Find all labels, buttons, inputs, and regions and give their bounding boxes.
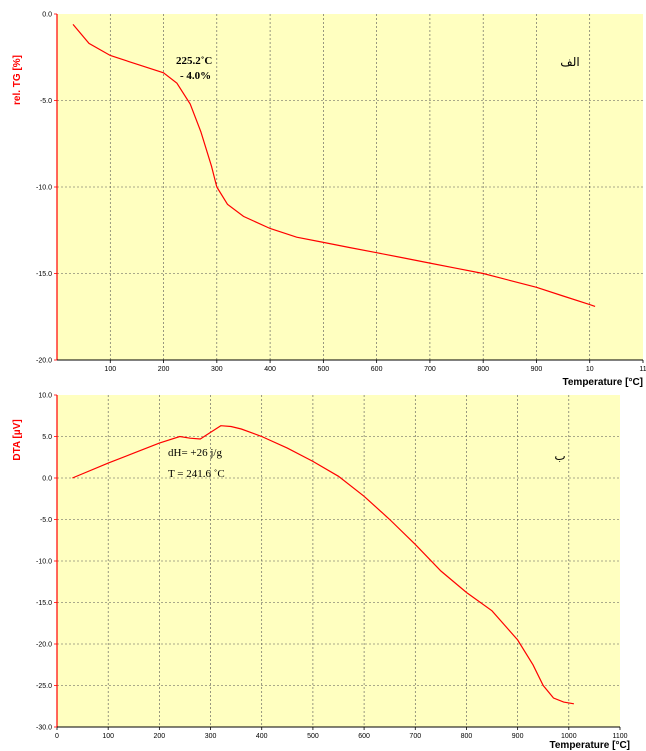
- y-tick-label: -25.0: [36, 683, 52, 690]
- dta-x-axis-label: Temperature [°C]: [550, 740, 631, 751]
- dta-y-ticks: 10.0 5.0 0.0 -5.0 -10.0 -15.0 -20.0 -25.0 -30.0: [36, 393, 57, 732]
- y-tick-label: 0.0: [42, 12, 52, 19]
- y-tick-label: -20.0: [36, 642, 52, 649]
- y-tick-label: -10.0: [36, 559, 52, 566]
- x-tick-label: 1000: [561, 733, 577, 740]
- y-tick-label: -20.0: [36, 358, 52, 365]
- dta-panel-label: ب: [554, 449, 565, 463]
- dta-series-line: [72, 425, 574, 705]
- x-tick-label: 400: [256, 733, 268, 740]
- x-tick-label: 900: [531, 366, 543, 373]
- x-tick-label: 200: [158, 366, 170, 373]
- x-tick-label: 700: [409, 733, 421, 740]
- x-tick-label: 0: [55, 733, 59, 740]
- tg-y-ticks: 0.0 -5.0 -10.0 -15.0 -20.0: [36, 12, 57, 365]
- tg-x-ticks: 100 200 300 400 500 600 700 800 900 10 11: [104, 360, 646, 373]
- y-tick-label: -5.0: [40, 517, 52, 524]
- x-tick-label: 100: [104, 366, 116, 373]
- y-tick-label: 5.0: [42, 434, 52, 441]
- x-tick-label: 11: [639, 366, 646, 373]
- y-tick-label: -10.0: [36, 185, 52, 192]
- x-tick-label: 800: [477, 366, 489, 373]
- y-tick-label: 0.0: [42, 476, 52, 483]
- tg-annotation-temperature: 225.2˚C: [176, 55, 212, 67]
- dta-y-axis-label: DTA [µV]: [12, 419, 23, 460]
- x-tick-label: 10: [586, 366, 594, 373]
- dta-annotation-temperature: T = 241.6 ˚C: [168, 468, 225, 480]
- tg-panel-label: الف: [560, 55, 579, 69]
- x-tick-label: 800: [461, 733, 473, 740]
- y-tick-label: 10.0: [38, 393, 52, 400]
- y-tick-label: -5.0: [40, 98, 52, 105]
- x-tick-label: 100: [102, 733, 114, 740]
- dta-chart: 0 100 200 300 400 500 600 700 800 900 1000 1100 10.…: [12, 393, 630, 751]
- x-tick-label: 300: [205, 733, 217, 740]
- x-tick-label: 500: [307, 733, 319, 740]
- tg-series-line: [72, 24, 596, 307]
- y-tick-label: -15.0: [36, 271, 52, 278]
- x-tick-label: 700: [424, 366, 436, 373]
- x-tick-label: 900: [512, 733, 524, 740]
- x-tick-label: 300: [211, 366, 223, 373]
- x-tick-label: 600: [358, 733, 370, 740]
- dta-grid: [57, 395, 620, 727]
- tg-chart: 100 200 300 400 500 600 700 800 900 10 11 0.0 -5.0 -…: [12, 12, 646, 389]
- tg-annotation-mass-loss: - 4.0%: [180, 70, 211, 82]
- dta-x-ticks: 0 100 200 300 400 500 600 700 800 900 1000 1100: [55, 727, 628, 740]
- x-tick-label: 200: [154, 733, 166, 740]
- x-tick-label: 500: [318, 366, 330, 373]
- dta-annotation-enthalpy: dH= +26 j/g: [168, 447, 222, 459]
- tg-x-axis-label: Temperature [°C]: [563, 377, 644, 388]
- tg-y-axis-label: rel. TG [%]: [12, 55, 23, 105]
- x-tick-label: 400: [264, 366, 276, 373]
- x-tick-label: 1100: [612, 733, 627, 740]
- y-tick-label: -30.0: [36, 725, 52, 732]
- x-tick-label: 600: [371, 366, 383, 373]
- y-tick-label: -15.0: [36, 600, 52, 607]
